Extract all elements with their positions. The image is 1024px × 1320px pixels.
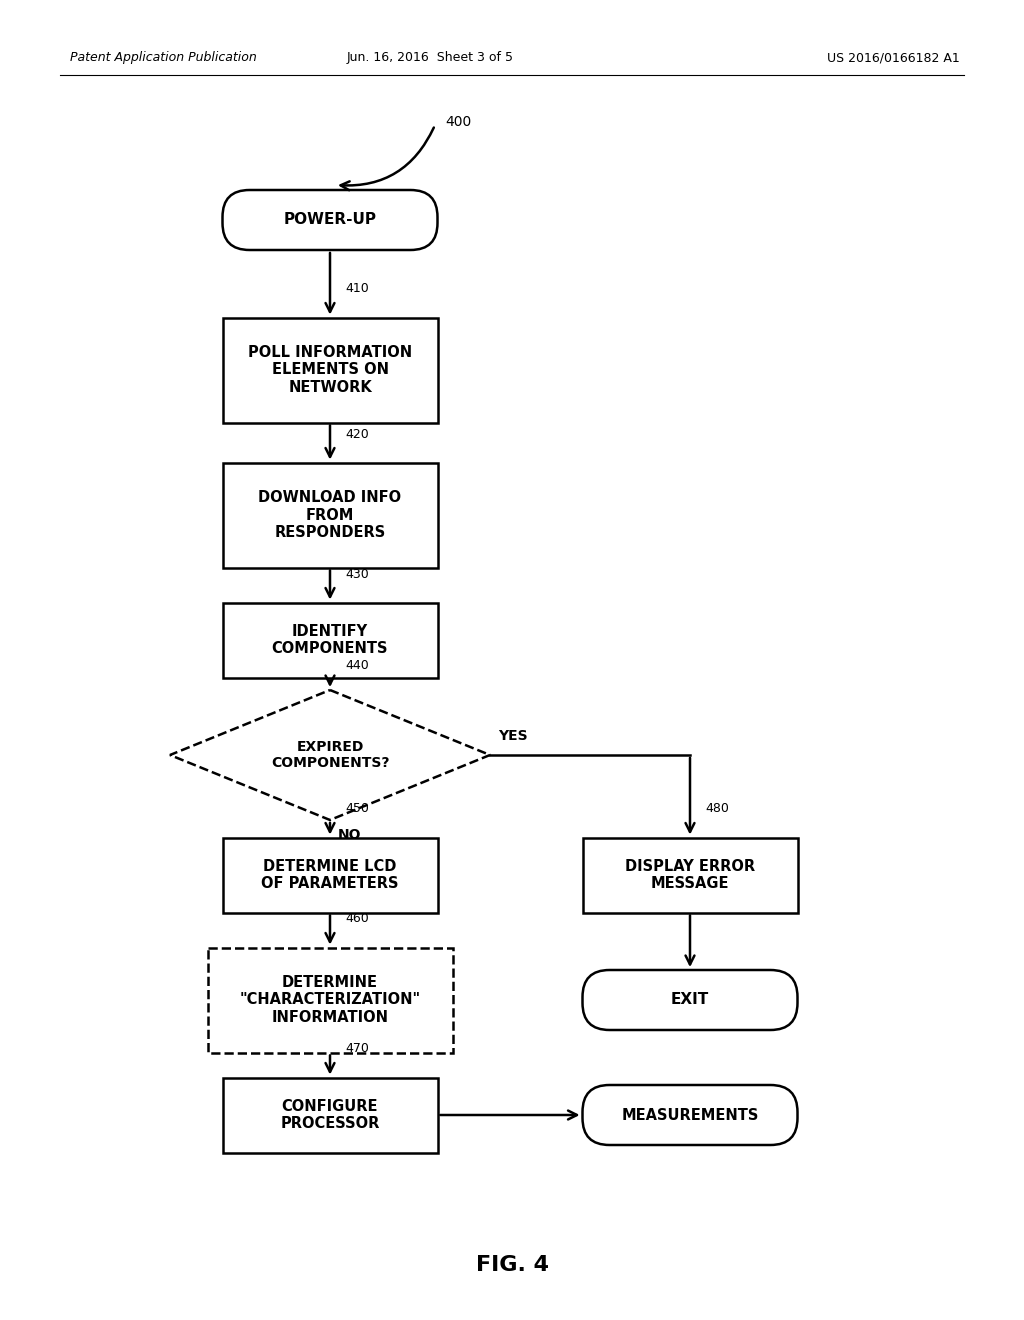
- Polygon shape: [170, 690, 490, 820]
- FancyBboxPatch shape: [583, 970, 798, 1030]
- Text: 470: 470: [345, 1043, 369, 1056]
- Text: DOWNLOAD INFO
FROM
RESPONDERS: DOWNLOAD INFO FROM RESPONDERS: [258, 490, 401, 540]
- FancyBboxPatch shape: [222, 190, 437, 249]
- Text: US 2016/0166182 A1: US 2016/0166182 A1: [827, 51, 961, 65]
- Text: Patent Application Publication: Patent Application Publication: [70, 51, 257, 65]
- Text: 410: 410: [345, 282, 369, 296]
- Bar: [222, 837, 437, 912]
- Text: YES: YES: [498, 729, 527, 743]
- Text: 430: 430: [345, 568, 369, 581]
- Text: NO: NO: [338, 828, 361, 842]
- Text: POWER-UP: POWER-UP: [284, 213, 377, 227]
- Text: 440: 440: [345, 659, 369, 672]
- Text: DETERMINE
"CHARACTERIZATION"
INFORMATION: DETERMINE "CHARACTERIZATION" INFORMATION: [240, 975, 421, 1024]
- Bar: [222, 318, 437, 422]
- Text: FIG. 4: FIG. 4: [475, 1255, 549, 1275]
- Bar: [222, 1077, 437, 1152]
- Text: CONFIGURE
PROCESSOR: CONFIGURE PROCESSOR: [281, 1098, 380, 1131]
- Bar: [222, 602, 437, 677]
- Text: 460: 460: [345, 912, 369, 925]
- FancyBboxPatch shape: [583, 1085, 798, 1144]
- Text: MEASUREMENTS: MEASUREMENTS: [622, 1107, 759, 1122]
- Bar: [222, 462, 437, 568]
- Bar: [583, 837, 798, 912]
- Bar: [208, 948, 453, 1052]
- Text: DISPLAY ERROR
MESSAGE: DISPLAY ERROR MESSAGE: [625, 859, 755, 891]
- Text: POLL INFORMATION
ELEMENTS ON
NETWORK: POLL INFORMATION ELEMENTS ON NETWORK: [248, 345, 412, 395]
- Text: 420: 420: [345, 428, 369, 441]
- Text: EXIT: EXIT: [671, 993, 710, 1007]
- Text: EXPIRED
COMPONENTS?: EXPIRED COMPONENTS?: [270, 741, 389, 770]
- Text: IDENTIFY
COMPONENTS: IDENTIFY COMPONENTS: [271, 624, 388, 656]
- Text: Jun. 16, 2016  Sheet 3 of 5: Jun. 16, 2016 Sheet 3 of 5: [346, 51, 513, 65]
- Text: 480: 480: [705, 803, 729, 816]
- Text: DETERMINE LCD
OF PARAMETERS: DETERMINE LCD OF PARAMETERS: [261, 859, 398, 891]
- Text: 400: 400: [445, 115, 471, 129]
- Text: 450: 450: [345, 803, 369, 816]
